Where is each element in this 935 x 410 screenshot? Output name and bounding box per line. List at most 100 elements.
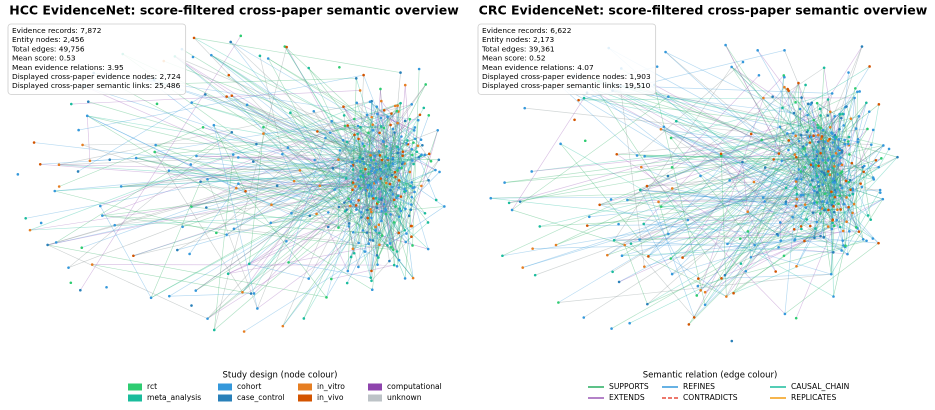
edge (535, 166, 835, 276)
annotation-layer: HCC EvidenceNet: score-filtered cross-pa… (7, 3, 928, 402)
edge (381, 159, 394, 250)
node (818, 206, 822, 210)
node (557, 301, 560, 304)
edge (174, 56, 371, 210)
edge (788, 140, 818, 177)
edge (627, 199, 827, 204)
legend-label: EXTENDS (609, 393, 645, 402)
node (244, 189, 247, 193)
edge (798, 82, 802, 98)
node (392, 221, 396, 224)
stats-line: Displayed cross-paper semantic links: 19… (482, 81, 651, 90)
edge (807, 103, 821, 208)
edge (347, 125, 365, 147)
node (357, 137, 360, 141)
node (856, 90, 859, 94)
node (324, 136, 327, 140)
node (313, 158, 316, 162)
edge (361, 187, 372, 213)
edge (555, 140, 829, 246)
edge (660, 128, 802, 180)
edge (370, 155, 394, 250)
edge (370, 149, 412, 161)
edge (788, 84, 806, 141)
node (826, 139, 830, 143)
node (805, 130, 809, 134)
edge (303, 107, 425, 319)
edge (812, 166, 823, 209)
stats-line: Evidence records: 6,622 (482, 26, 571, 35)
edge (670, 156, 797, 259)
node (860, 185, 864, 189)
node (225, 233, 228, 236)
node (212, 328, 216, 332)
node (582, 96, 586, 100)
node (81, 143, 84, 147)
node (245, 103, 249, 107)
node (828, 194, 832, 197)
edge (720, 155, 776, 272)
node (119, 185, 123, 188)
edge (801, 191, 832, 196)
node (382, 126, 386, 130)
node (872, 178, 876, 181)
node (408, 117, 412, 121)
node (353, 117, 356, 121)
node (371, 239, 375, 242)
edge (288, 262, 371, 278)
edge (490, 197, 688, 221)
node (385, 145, 388, 148)
edge (360, 171, 405, 231)
node (606, 253, 609, 257)
edge (670, 137, 755, 246)
node (794, 186, 797, 190)
edge (371, 222, 395, 272)
node (834, 135, 838, 139)
edge (169, 293, 252, 297)
edge (857, 104, 880, 229)
edge (205, 94, 383, 161)
edge (624, 244, 648, 305)
node (667, 232, 670, 236)
edge (832, 102, 867, 143)
node (403, 228, 406, 232)
node (382, 109, 386, 112)
edge (842, 231, 860, 241)
edge (385, 213, 394, 250)
edge (754, 82, 799, 246)
edge (191, 102, 393, 160)
node (628, 321, 631, 325)
edge (816, 156, 838, 210)
node (723, 273, 727, 277)
stats-box (477, 23, 657, 95)
edge (372, 176, 388, 197)
node (347, 225, 351, 228)
edge (747, 156, 898, 232)
edge (829, 111, 840, 150)
node (869, 143, 873, 146)
node (620, 254, 624, 258)
node (847, 71, 850, 74)
edge (338, 152, 398, 228)
node (669, 136, 673, 140)
edge (389, 206, 445, 244)
node (401, 154, 404, 158)
node (792, 111, 796, 115)
edge (621, 68, 867, 242)
edge (213, 125, 258, 309)
edge (643, 223, 879, 244)
edge (720, 153, 796, 240)
edge (352, 159, 383, 190)
node (232, 227, 236, 231)
edge (539, 158, 829, 227)
edge (834, 166, 844, 231)
edge (238, 183, 369, 186)
edge (777, 169, 829, 236)
node (426, 221, 430, 224)
edge (729, 140, 800, 181)
edge (621, 245, 846, 257)
edge (84, 86, 368, 211)
edge (811, 102, 818, 152)
node (190, 101, 194, 104)
node (753, 243, 756, 247)
